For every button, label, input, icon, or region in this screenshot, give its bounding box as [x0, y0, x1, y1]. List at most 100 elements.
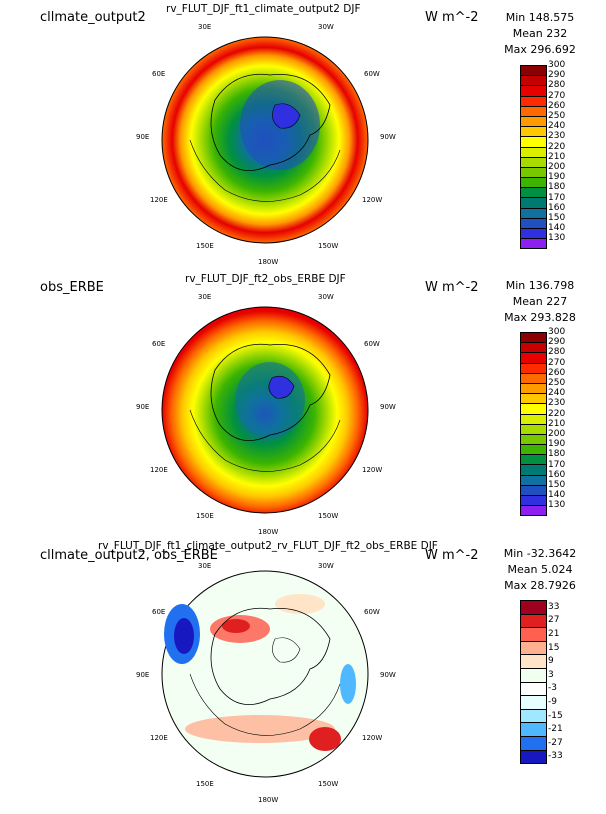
- colorbar-box: [520, 681, 547, 696]
- lon-120w: 120W: [362, 734, 383, 742]
- lon-30e: 30E: [198, 23, 212, 31]
- lon-90e: 90E: [136, 133, 150, 141]
- colorbar-label: 230: [548, 398, 566, 409]
- colorbar-label: 200: [548, 162, 566, 172]
- colorbar-label: 150: [548, 480, 566, 490]
- colorbar: [520, 332, 547, 517]
- colorbar-label: 290: [548, 70, 566, 81]
- colorbar-label: 140: [548, 490, 566, 501]
- colorbar-label: 190: [548, 439, 566, 450]
- colorbar-box: [520, 126, 547, 137]
- colorbar-box: [520, 156, 547, 167]
- colorbar-label: 270: [548, 90, 566, 101]
- colorbar-box: [520, 197, 547, 208]
- colorbar-label: 130: [548, 500, 566, 511]
- colorbar-label: 180: [548, 182, 566, 193]
- stat-max: Max 28.7926: [504, 579, 576, 592]
- lon-90e: 90E: [136, 403, 150, 411]
- colorbar-box: [520, 177, 547, 188]
- lon-120w: 120W: [362, 466, 383, 474]
- colorbar-box: [520, 217, 547, 228]
- colorbar-box: [520, 505, 547, 517]
- colorbar: [520, 65, 547, 250]
- colorbar-box: [520, 105, 547, 116]
- lon-60e: 60E: [152, 70, 166, 78]
- stat-min: Min -32.3642: [503, 547, 577, 560]
- panel-difference: cllmate_output2, obs_ERBE rv_FLUT_DJF_ft…: [0, 540, 606, 814]
- lon-90e: 90E: [136, 671, 150, 679]
- colorbar-box: [520, 722, 547, 736]
- units-label: W m^-2: [425, 548, 479, 563]
- colorbar-box: [520, 85, 547, 96]
- colorbar-box: [520, 228, 547, 239]
- colorbar-box: [520, 454, 547, 465]
- colorbar-label: 200: [548, 429, 566, 439]
- colorbar-label: -15: [548, 710, 563, 721]
- colorbar-label: 15: [548, 642, 560, 653]
- lon-150e: 150E: [196, 242, 214, 250]
- colorbar-box: [520, 708, 547, 723]
- colorbar-label: 170: [548, 459, 566, 470]
- colorbar-box: [520, 332, 547, 343]
- colorbar-label: 280: [548, 347, 566, 358]
- stat-mean: Mean 227: [512, 295, 568, 308]
- lon-30w: 30W: [318, 23, 334, 31]
- colorbar-label: 240: [548, 388, 566, 399]
- lon-120w: 120W: [362, 196, 383, 204]
- colorbar-box: [520, 207, 547, 218]
- stat-min: Min 136.798: [505, 279, 575, 292]
- colorbar-label: 270: [548, 357, 566, 368]
- colorbar-label: -9: [548, 697, 557, 707]
- colorbar-box: [520, 749, 547, 765]
- colorbar-label: 220: [548, 408, 566, 419]
- colorbar-box: [520, 352, 547, 363]
- colorbar-label: 210: [548, 418, 566, 429]
- lon-90w: 90W: [380, 403, 396, 411]
- panel-obs: obs_ERBE rv_FLUT_DJF_ft2_obs_ERBE DJF W …: [0, 270, 606, 540]
- colorbar-box: [520, 115, 547, 127]
- colorbar-box: [520, 413, 547, 424]
- lon-60w: 60W: [364, 340, 380, 348]
- center-title: rv_FLUT_DJF_ft2_obs_ERBE DJF: [185, 273, 346, 285]
- lon-30w: 30W: [318, 562, 334, 570]
- colorbar-box: [520, 238, 547, 250]
- colorbar: [520, 600, 547, 765]
- colorbar-label: 9: [548, 656, 554, 667]
- colorbar-label: -27: [548, 737, 563, 748]
- colorbar-label: 21: [548, 629, 560, 639]
- lon-120e: 120E: [150, 466, 168, 474]
- colorbar-label: 280: [548, 80, 566, 91]
- lon-60w: 60W: [364, 608, 380, 616]
- lon-90w: 90W: [380, 671, 396, 679]
- colorbar-label: 300: [548, 60, 566, 70]
- colorbar-label: 160: [548, 202, 566, 213]
- colorbar-label: -33: [548, 751, 563, 762]
- colorbar-label: 27: [548, 615, 560, 626]
- lon-60e: 60E: [152, 340, 166, 348]
- colorbar-label: 160: [548, 469, 566, 480]
- colorbar-box: [520, 65, 547, 76]
- colorbar-label: 250: [548, 111, 566, 121]
- colorbar-box: [520, 362, 547, 373]
- lon-150w: 150W: [318, 780, 339, 788]
- colorbar-label: 260: [548, 367, 566, 378]
- lon-60w: 60W: [364, 70, 380, 78]
- lon-30e: 30E: [198, 562, 212, 570]
- lon-180w: 180W: [258, 528, 279, 536]
- colorbar-label: 250: [548, 378, 566, 388]
- panel-model: cllmate_output2 rv_FLUT_DJF_ft1_climate_…: [0, 0, 606, 270]
- units-label: W m^-2: [425, 280, 479, 295]
- colorbar-box: [520, 433, 547, 445]
- stat-max: Max 296.692: [504, 43, 576, 56]
- colorbar-box: [520, 464, 547, 475]
- units-label: W m^-2: [425, 10, 479, 25]
- colorbar-box: [520, 667, 547, 682]
- colorbar-box: [520, 444, 547, 455]
- colorbar-label: 140: [548, 223, 566, 234]
- colorbar-label: 230: [548, 131, 566, 142]
- lon-120e: 120E: [150, 196, 168, 204]
- colorbar-label: 150: [548, 213, 566, 223]
- colorbar-box: [520, 474, 547, 485]
- colorbar-label: 210: [548, 151, 566, 162]
- center-title: rv_FLUT_DJF_ft1_climate_output2 DJF: [166, 3, 361, 15]
